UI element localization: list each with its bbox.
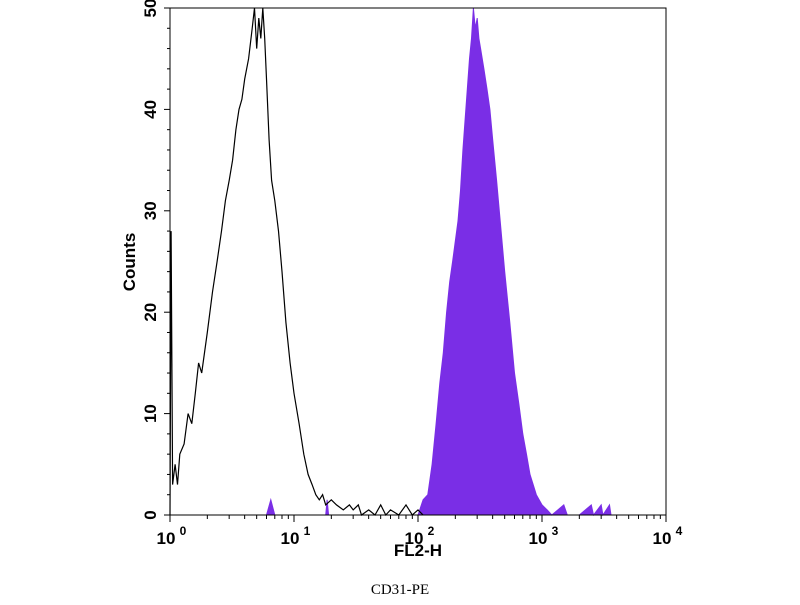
- x-tick-exponent: 1: [304, 524, 311, 538]
- y-tick-label: 10: [141, 404, 160, 423]
- y-tick-label: 20: [141, 303, 160, 322]
- x-tick-exponent: 4: [676, 524, 683, 538]
- x-tick-label: 10: [281, 529, 300, 548]
- chart-caption: CD31-PE: [370, 582, 430, 598]
- x-tick-exponent: 2: [428, 524, 435, 538]
- x-axis-label: FL2-H: [394, 541, 442, 560]
- x-tick-label: 10: [529, 529, 548, 548]
- y-tick-label: 30: [141, 201, 160, 220]
- y-tick-label: 40: [141, 100, 160, 119]
- series-layer: [169, 7, 666, 517]
- filled-histogram-series: [170, 7, 666, 517]
- x-tick-label: 10: [653, 529, 672, 548]
- x-tick-exponent: 3: [552, 524, 559, 538]
- y-axis-label: Counts: [120, 233, 139, 292]
- outline-histogram-series: [169, 7, 424, 517]
- x-tick-exponent: 0: [180, 524, 187, 538]
- y-tick-label: 50: [141, 0, 160, 17]
- y-tick-label: 0: [141, 510, 160, 519]
- x-tick-label: 10: [157, 529, 176, 548]
- x-tick-label: 10: [405, 529, 424, 548]
